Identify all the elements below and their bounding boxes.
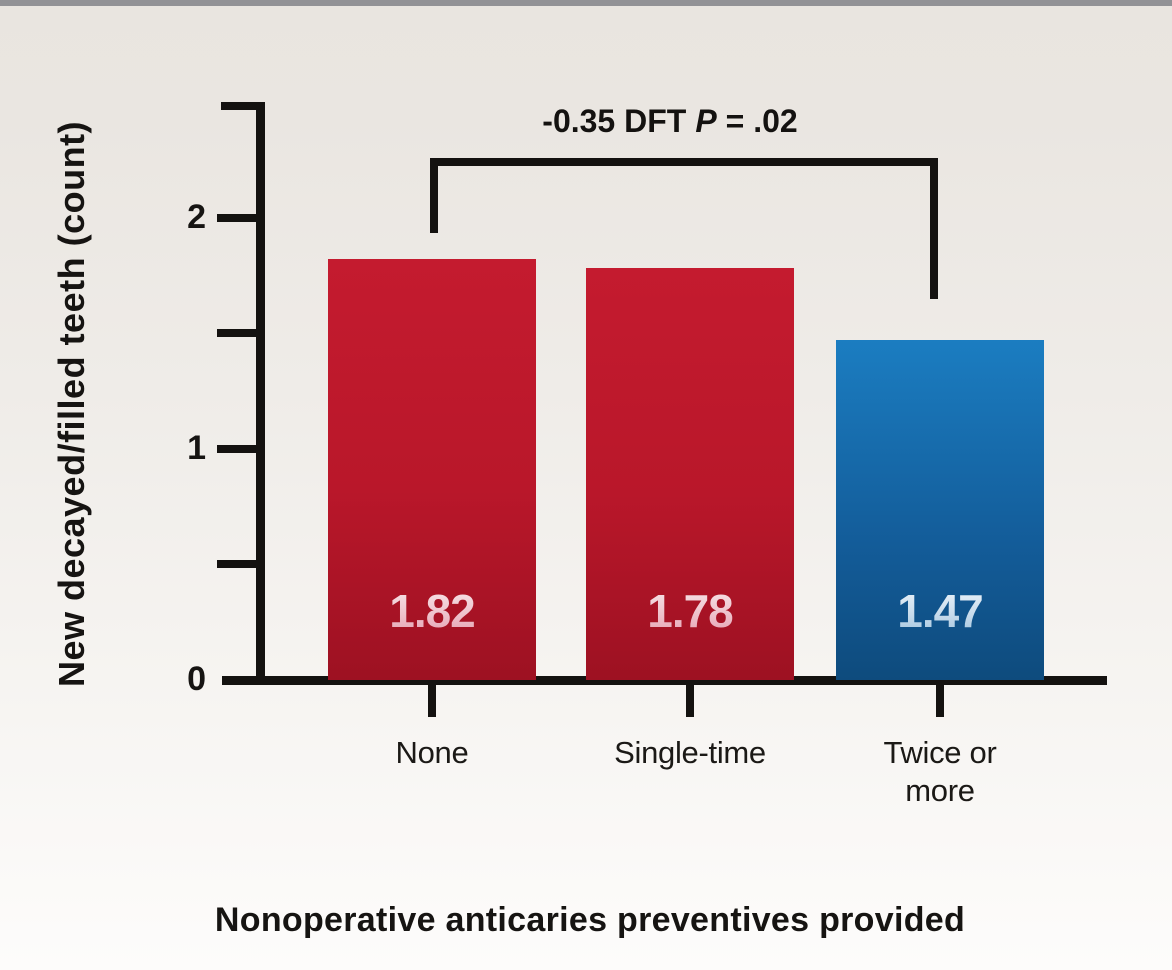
x-tick-twice-or-more — [936, 680, 944, 717]
x-category-label-none: None — [395, 735, 469, 770]
x-category-label-twice-or-more: Twice or more — [883, 735, 997, 808]
y-tick-label-0: 0 — [187, 660, 206, 698]
bar-single-time: 1.78 — [586, 268, 794, 680]
bar-value-label-single-time: 1.78 — [586, 584, 794, 638]
bar-twice-or-more: 1.47 — [836, 340, 1044, 680]
y-tick-2 — [217, 213, 265, 222]
top-border-strip — [0, 0, 1172, 6]
y-tick-1 — [217, 444, 265, 453]
x-axis-line — [222, 676, 1107, 685]
significance-annotation: -0.35 DFT P = .02 — [420, 103, 920, 140]
y-axis-line — [256, 102, 265, 685]
y-tick-label-2: 2 — [187, 197, 206, 236]
y-tick-minor — [217, 329, 265, 338]
x-category-label-single-time: Single-time — [614, 735, 766, 770]
x-tick-single-time — [686, 680, 694, 717]
y-tick-label-1: 1 — [187, 428, 206, 467]
x-tick-none — [428, 680, 436, 717]
significance-bracket-right-leg — [930, 158, 938, 299]
significance-bracket-left-leg — [430, 158, 438, 233]
y-tick-minor — [217, 560, 265, 569]
x-axis-title: Nonoperative anticaries preventives prov… — [214, 901, 966, 939]
annotation-effect-size: -0.35 DFT — [542, 103, 687, 139]
bar-none: 1.82 — [328, 259, 536, 680]
annotation-p-value: = .02 — [725, 103, 798, 139]
significance-bracket-horizontal — [430, 158, 938, 166]
bar-value-label-none: 1.82 — [328, 584, 536, 638]
bar-value-label-twice-or-more: 1.47 — [836, 584, 1044, 638]
y-axis-title: New decayed/filled teeth (count) — [51, 120, 92, 688]
y-axis-top-cap-tick — [221, 102, 265, 110]
annotation-p-symbol: P — [695, 103, 717, 139]
